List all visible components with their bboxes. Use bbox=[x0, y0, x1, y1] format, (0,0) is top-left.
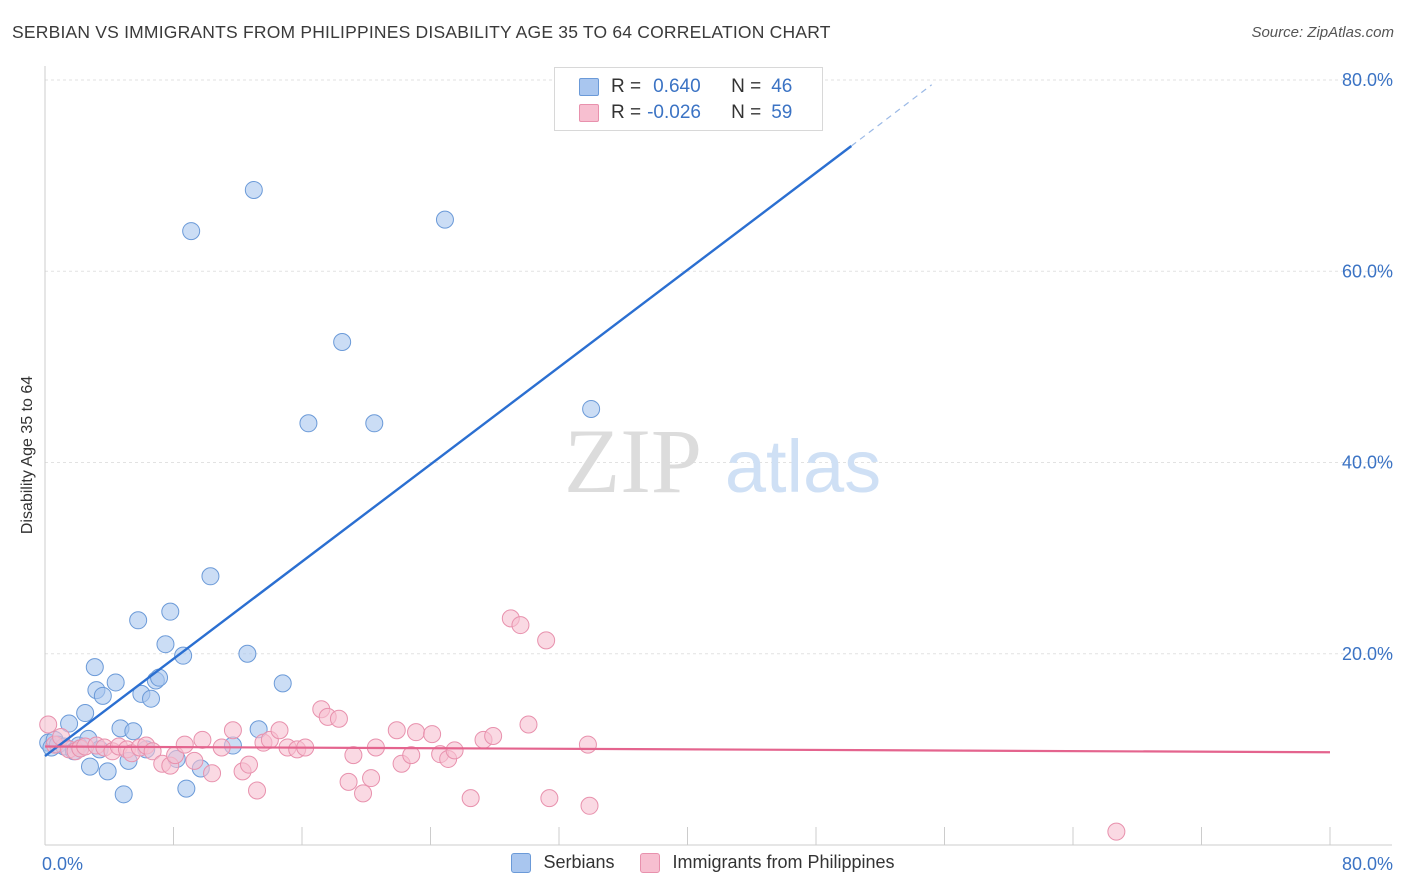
serbians-point bbox=[177, 779, 196, 798]
serbians-trend-extension bbox=[850, 84, 933, 147]
trend-lines bbox=[44, 84, 1331, 758]
philippines-point bbox=[239, 755, 258, 774]
philippines-point bbox=[519, 715, 538, 734]
serbians-point bbox=[76, 704, 95, 723]
philippines-point bbox=[223, 721, 242, 740]
legend-n-value: 59 bbox=[771, 102, 793, 123]
philippines-point bbox=[511, 616, 530, 635]
watermark-zip: ZIP bbox=[564, 410, 702, 512]
philippines-point bbox=[203, 764, 222, 783]
philippines-point bbox=[445, 741, 464, 760]
philippines-point bbox=[402, 746, 421, 765]
philippines-point bbox=[1107, 822, 1126, 841]
serbians-point bbox=[156, 635, 175, 654]
serbians-point bbox=[582, 399, 601, 418]
serbians-point bbox=[244, 180, 263, 199]
philippines-point bbox=[270, 721, 289, 740]
bottom-legend-label: Immigrants from Philippines bbox=[672, 852, 895, 872]
legend-swatch-serbians bbox=[579, 78, 599, 96]
philippines-point bbox=[329, 709, 348, 728]
legend-r-value: 0.640 bbox=[653, 76, 701, 97]
bottom-legend-serbians: Serbians bbox=[511, 852, 614, 873]
philippines-point bbox=[537, 631, 556, 650]
legend-box: R = 0.640 N = 46 R = -0.026 N = 59 bbox=[554, 67, 823, 131]
serbians-point bbox=[182, 222, 201, 241]
legend-n-value: 46 bbox=[771, 76, 793, 97]
tick-labels: 20.0% 40.0% 60.0% 80.0% 0.0% 80.0% bbox=[42, 70, 1393, 874]
y-axis-label: Disability Age 35 to 64 bbox=[19, 375, 36, 535]
watermark-atlas: atlas bbox=[725, 425, 881, 508]
serbians-point bbox=[106, 673, 125, 692]
philippines-point bbox=[354, 784, 373, 803]
philippines-point bbox=[484, 726, 503, 745]
philippines-point bbox=[461, 789, 480, 808]
serbians-point bbox=[98, 762, 117, 781]
serbians-point bbox=[273, 674, 292, 693]
philippines-point bbox=[344, 746, 363, 765]
watermark: ZIP atlas bbox=[564, 410, 881, 512]
x-tick-label: 80.0% bbox=[1342, 854, 1393, 874]
legend-n-label: N = bbox=[731, 76, 762, 97]
y-tick-label: 20.0% bbox=[1342, 644, 1393, 664]
y-tick-label: 40.0% bbox=[1342, 453, 1393, 473]
philippines-point bbox=[407, 723, 426, 742]
series-philippines-points bbox=[39, 609, 1126, 841]
grid-lines bbox=[45, 79, 1392, 655]
philippines-point bbox=[39, 715, 58, 734]
legend-r-label: R = bbox=[611, 102, 642, 123]
x-tick-label: 0.0% bbox=[42, 854, 83, 874]
bottom-legend-philippines: Immigrants from Philippines bbox=[640, 852, 895, 873]
serbians-point bbox=[201, 567, 220, 586]
serbians-point bbox=[161, 602, 180, 621]
series-serbians-points bbox=[39, 180, 601, 804]
philippines-trend-line bbox=[44, 745, 1331, 754]
bottom-legend: Serbians Immigrants from Philippines bbox=[0, 852, 1406, 873]
bottom-legend-label: Serbians bbox=[543, 852, 615, 872]
philippines-point bbox=[540, 789, 559, 808]
serbians-trend-line bbox=[44, 145, 853, 758]
y-tick-label: 80.0% bbox=[1342, 70, 1393, 90]
serbians-point bbox=[129, 611, 148, 630]
legend-row-serbians: R = 0.640 N = 46 bbox=[579, 74, 792, 100]
legend-r-value: -0.026 bbox=[647, 102, 701, 123]
philippines-point bbox=[193, 730, 212, 749]
legend-row-philippines: R = -0.026 N = 59 bbox=[579, 100, 792, 126]
philippines-point bbox=[387, 721, 406, 740]
legend-swatch-philippines bbox=[579, 104, 599, 122]
serbians-point bbox=[435, 210, 454, 229]
serbians-point bbox=[114, 785, 133, 804]
serbians-point bbox=[80, 757, 99, 776]
philippines-point bbox=[339, 772, 358, 791]
philippines-point bbox=[175, 735, 194, 754]
serbians-point bbox=[299, 414, 318, 433]
bottom-legend-swatch-serbians bbox=[511, 852, 532, 873]
serbians-point bbox=[174, 646, 193, 665]
serbians-point bbox=[238, 644, 257, 663]
axes bbox=[44, 66, 1392, 846]
philippines-point bbox=[580, 796, 599, 815]
chart-title: SERBIAN VS IMMIGRANTS FROM PHILIPPINES D… bbox=[12, 22, 831, 42]
serbians-point bbox=[124, 722, 143, 741]
legend-r-label: R = bbox=[611, 76, 642, 97]
philippines-point bbox=[423, 725, 442, 744]
serbians-point bbox=[150, 668, 169, 687]
legend-n-label: N = bbox=[731, 102, 762, 123]
philippines-point bbox=[185, 751, 204, 770]
serbians-point bbox=[365, 414, 384, 433]
y-tick-label: 60.0% bbox=[1342, 261, 1393, 281]
serbians-point bbox=[85, 658, 104, 677]
philippines-point bbox=[248, 781, 267, 800]
serbians-point bbox=[333, 333, 352, 352]
philippines-point bbox=[362, 769, 381, 788]
source-label: Source: ZipAtlas.com bbox=[1251, 24, 1394, 41]
serbians-point bbox=[93, 686, 112, 705]
bottom-legend-swatch-philippines bbox=[640, 852, 661, 873]
serbians-point bbox=[142, 689, 161, 708]
serbians-point bbox=[60, 714, 79, 733]
philippines-point bbox=[578, 735, 597, 754]
